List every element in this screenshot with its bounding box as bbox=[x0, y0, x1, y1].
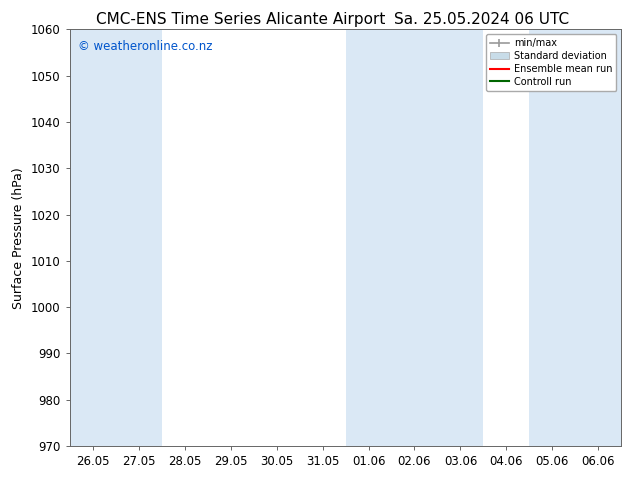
Text: Sa. 25.05.2024 06 UTC: Sa. 25.05.2024 06 UTC bbox=[394, 12, 569, 27]
Legend: min/max, Standard deviation, Ensemble mean run, Controll run: min/max, Standard deviation, Ensemble me… bbox=[486, 34, 616, 91]
Bar bbox=[70, 29, 162, 446]
Text: © weatheronline.co.nz: © weatheronline.co.nz bbox=[78, 40, 212, 53]
Bar bbox=[346, 29, 483, 446]
Y-axis label: Surface Pressure (hPa): Surface Pressure (hPa) bbox=[13, 167, 25, 309]
Text: CMC-ENS Time Series Alicante Airport: CMC-ENS Time Series Alicante Airport bbox=[96, 12, 385, 27]
Bar bbox=[529, 29, 621, 446]
